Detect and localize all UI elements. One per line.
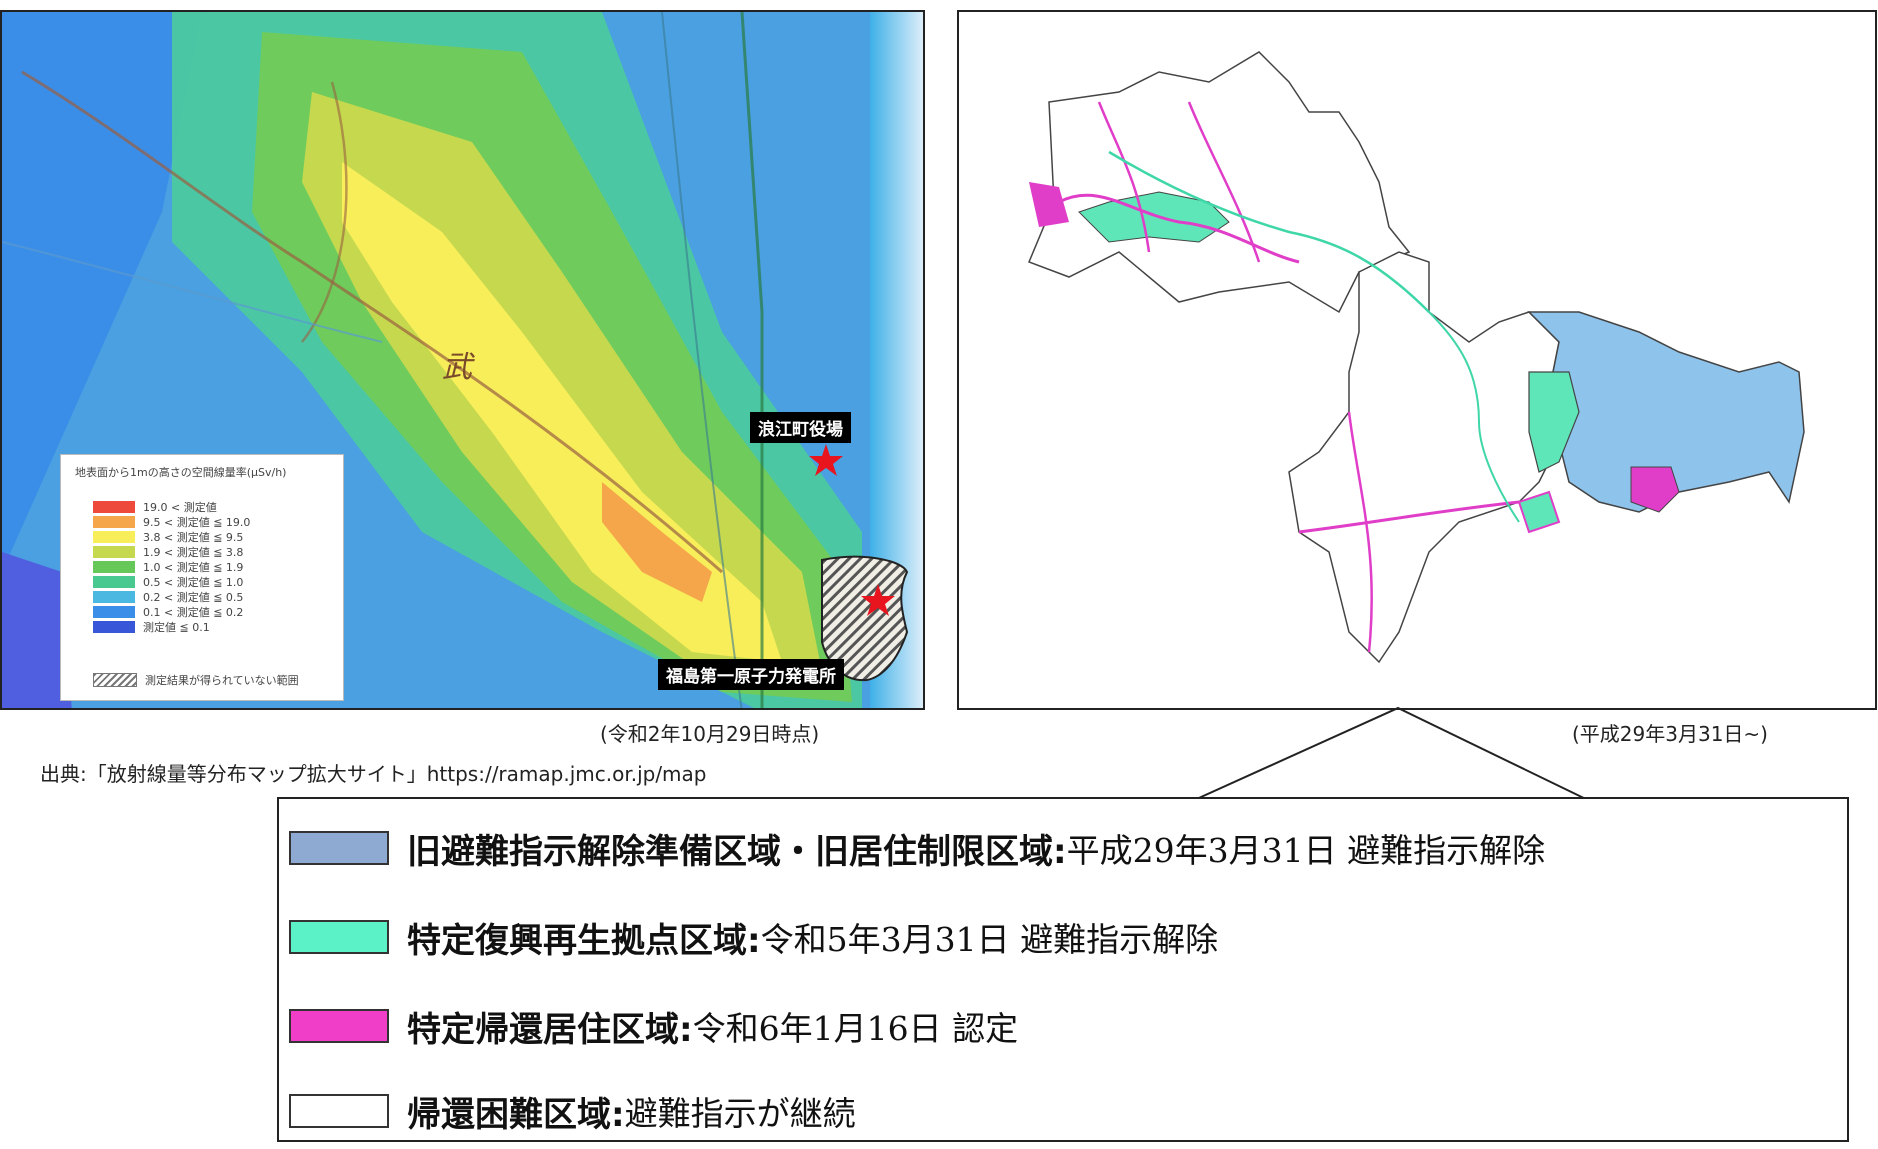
dose-legend-row: 1.9 < 測定値 ≦ 3.8 — [93, 545, 244, 559]
dose-map-date: (令和2年10月29日時点) — [600, 722, 820, 746]
dose-swatch — [93, 545, 135, 558]
dose-legend-row: 9.5 < 測定値 ≦ 19.0 — [93, 515, 251, 529]
dose-legend-text: 3.8 < 測定値 ≦ 9.5 — [143, 530, 244, 544]
hatch-swatch — [93, 672, 137, 687]
zone-legend-row: 特定帰還居住区域: 令和6年1月16日 認定 — [289, 1004, 1019, 1050]
dose-swatch — [93, 530, 135, 543]
dose-legend-text: 1.0 < 測定値 ≦ 1.9 — [143, 560, 244, 574]
zone-swatch — [289, 1094, 389, 1128]
dose-swatch — [93, 605, 135, 618]
dose-swatch — [93, 590, 135, 603]
dose-legend-text: 0.5 < 測定値 ≦ 1.0 — [143, 575, 244, 589]
dose-legend-text: 測定結果が得られていない範囲 — [145, 673, 299, 687]
dose-legend-row: 測定結果が得られていない範囲 — [93, 672, 299, 687]
zone-legend: 旧避難指示解除準備区域・旧居住制限区域: 平成29年3月31日 避難指示解除 特… — [277, 797, 1849, 1142]
town-hall-star-icon — [809, 444, 843, 476]
dose-legend: 地表面から1mの高さの空間線量率(μSv/h) 19.0 < 測定値 9.5 <… — [60, 454, 344, 701]
dose-legend-row: 0.5 < 測定値 ≦ 1.0 — [93, 575, 244, 589]
dose-legend-text: 0.2 < 測定値 ≦ 0.5 — [143, 590, 244, 604]
dose-legend-title: 地表面から1mの高さの空間線量率(μSv/h) — [75, 466, 287, 479]
dose-legend-text: 1.9 < 測定値 ≦ 3.8 — [143, 545, 244, 559]
zone-legend-row: 帰還困難区域: 避難指示が継続 — [289, 1089, 856, 1135]
map-place-label: 武 — [442, 350, 472, 385]
zone-map — [957, 10, 1877, 710]
zone-swatch — [289, 831, 389, 865]
zone-name: 旧避難指示解除準備区域・旧居住制限区域: — [407, 831, 1067, 872]
zone-map-graphic — [1028, 51, 1805, 664]
zone-name: 特定帰還居住区域: — [407, 1009, 693, 1050]
town-hall-label: 浪江町役場 — [750, 412, 851, 443]
dose-legend-row: 3.8 < 測定値 ≦ 9.5 — [93, 530, 244, 544]
nuclear-plant-star-icon — [861, 584, 895, 616]
dose-swatch — [93, 620, 135, 633]
dose-legend-row: 測定値 ≦ 0.1 — [93, 620, 210, 634]
dose-legend-text: 0.1 < 測定値 ≦ 0.2 — [143, 605, 244, 619]
zone-legend-row: 旧避難指示解除準備区域・旧居住制限区域: 平成29年3月31日 避難指示解除 — [289, 826, 1546, 872]
dose-legend-row: 1.0 < 測定値 ≦ 1.9 — [93, 560, 244, 574]
source-citation: 出典:「放射線量等分布マップ拡大サイト」https://ramap.jmc.or… — [40, 762, 707, 786]
zone-detail: 平成29年3月31日 避難指示解除 — [1066, 831, 1546, 870]
dose-legend-text: 9.5 < 測定値 ≦ 19.0 — [143, 515, 251, 529]
dose-legend-row: 0.1 < 測定値 ≦ 0.2 — [93, 605, 244, 619]
dose-swatch — [93, 515, 135, 528]
dose-legend-row: 0.2 < 測定値 ≦ 0.5 — [93, 590, 244, 604]
dose-legend-text: 測定値 ≦ 0.1 — [143, 620, 210, 634]
nuclear-plant-label: 福島第一原子力発電所 — [658, 659, 844, 690]
zone-detail: 令和5年3月31日 避難指示解除 — [760, 920, 1219, 959]
dose-legend-text: 19.0 < 測定値 — [143, 500, 217, 514]
zone-map-date: (平成29年3月31日~) — [1572, 722, 1768, 746]
zone-swatch — [289, 920, 389, 954]
dose-swatch — [93, 500, 135, 513]
zone-name: 特定復興再生拠点区域: — [407, 920, 761, 961]
dose-legend-row: 19.0 < 測定値 — [93, 500, 217, 514]
radiation-dose-map: 武 浪江町役場 福島第一原子力発電所 地表面から1mの高さの空間線量率(μSv/… — [0, 10, 925, 710]
zone-legend-row: 特定復興再生拠点区域: 令和5年3月31日 避難指示解除 — [289, 915, 1219, 961]
zone-name: 帰還困難区域: — [407, 1094, 625, 1135]
zone-detail: 避難指示が継続 — [624, 1094, 856, 1133]
zone-detail: 令和6年1月16日 認定 — [692, 1009, 1019, 1048]
dose-swatch — [93, 560, 135, 573]
dose-swatch — [93, 575, 135, 588]
zone-swatch — [289, 1009, 389, 1043]
